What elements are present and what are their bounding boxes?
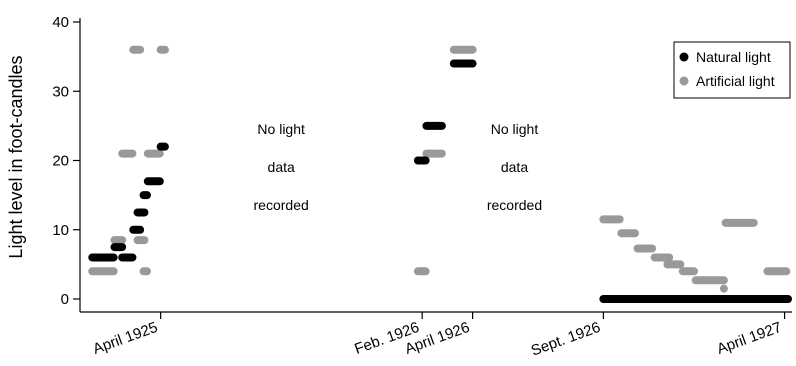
x-tick-label: Sept. 1926 — [529, 319, 603, 360]
no-data-note-line: recorded — [487, 197, 542, 213]
series-natural-light — [88, 59, 792, 303]
y-tick-label: 40 — [52, 14, 69, 31]
no-data-note-line: data — [268, 159, 295, 175]
y-axis-title: Light level in foot-candles — [6, 55, 26, 258]
x-tick-label: April 1925 — [91, 319, 160, 358]
no-data-note-line: data — [501, 159, 528, 175]
legend-label: Natural light — [696, 49, 771, 65]
y-ticks: 0 10 20 30 40 — [52, 14, 80, 308]
series-artificial-light — [88, 45, 791, 293]
y-tick-label: 0 — [61, 291, 69, 308]
y-tick-label: 30 — [52, 83, 69, 100]
legend-box — [673, 41, 791, 99]
no-data-note-line: recorded — [254, 197, 309, 213]
legend: Natural light Artificial light — [673, 41, 791, 99]
series-layer — [88, 45, 792, 303]
legend-marker — [679, 76, 689, 86]
legend-marker — [679, 52, 689, 62]
y-tick-label: 10 — [52, 222, 69, 239]
x-tick-label: April 1927 — [715, 319, 784, 358]
y-tick-label: 20 — [52, 153, 69, 170]
no-data-note-line: No light — [257, 121, 305, 137]
legend-label: Artificial light — [696, 73, 775, 89]
annotations: No light data recorded No light data recorded — [254, 121, 543, 213]
no-data-note-line: No light — [491, 121, 539, 137]
